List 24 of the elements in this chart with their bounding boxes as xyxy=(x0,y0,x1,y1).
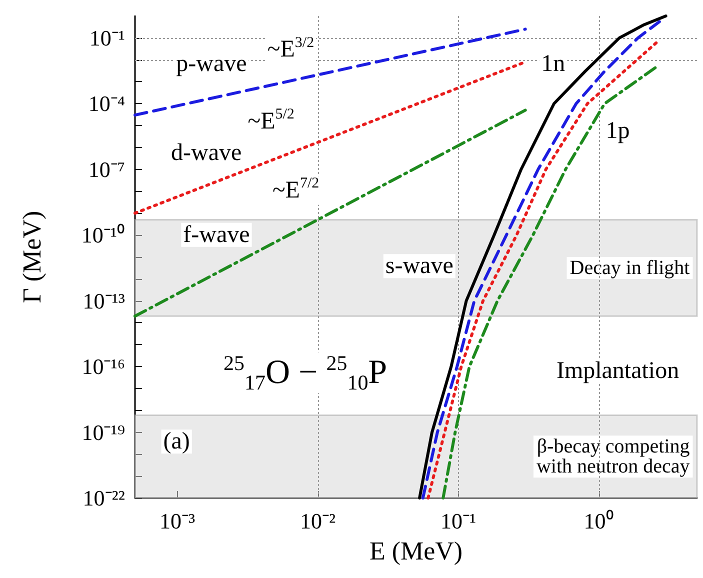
annotation: d-wave xyxy=(171,140,242,166)
x-tick-label: 10⁰ xyxy=(584,508,614,534)
annotation: 1p xyxy=(606,118,630,144)
annotation: p-wave xyxy=(176,51,247,78)
y-tick-label: 10⁻¹³ xyxy=(82,288,126,314)
annotation: (a) xyxy=(163,428,190,455)
annotation: f-wave xyxy=(183,222,250,248)
band-label: β-becay competing with neutron decay xyxy=(536,436,690,478)
x-tick-label: 10⁻³ xyxy=(159,508,196,534)
x-tick-label: 10⁻² xyxy=(300,508,336,534)
x-axis-title: E (MeV) xyxy=(369,536,463,566)
annotation: s-wave xyxy=(385,253,454,280)
y-tick-label: 10⁻¹⁶ xyxy=(82,354,125,380)
y-axis-title: Γ (MeV) xyxy=(18,210,46,304)
y-tick-label: 10⁻⁴ xyxy=(88,91,126,116)
y-tick-label: 10⁻⁷ xyxy=(88,156,125,182)
annotation: 1n xyxy=(541,51,566,78)
y-tick-label: 10⁻¹ xyxy=(89,25,125,50)
y-tick-label: 10⁻¹⁰ xyxy=(81,222,125,248)
y-tick-label: 10⁻¹⁹ xyxy=(82,420,126,445)
band-label: Decay in flight xyxy=(570,256,690,279)
x-tick-label: 10⁻¹ xyxy=(440,508,476,534)
annotation: Implantation xyxy=(556,358,680,384)
y-tick-label: 10⁻²² xyxy=(82,486,126,510)
